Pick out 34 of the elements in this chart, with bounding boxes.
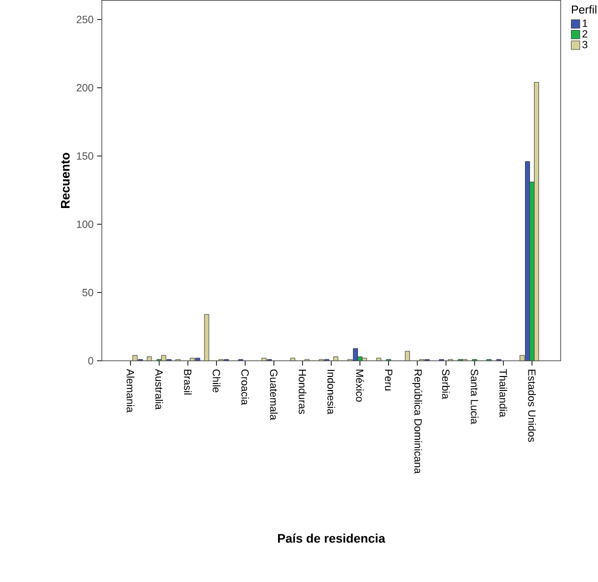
legend-label: 2 bbox=[582, 30, 588, 38]
bar bbox=[404, 351, 410, 362]
x-tick-label: República Dominicana bbox=[412, 370, 422, 474]
bar bbox=[333, 356, 338, 362]
x-tick-label: Estados Unidos bbox=[528, 370, 536, 442]
x-tick-label: México bbox=[356, 370, 364, 402]
x-tick-label: Indonesia bbox=[327, 370, 336, 414]
legend-label: 1 bbox=[582, 20, 588, 27]
y-tick-label: 150 bbox=[76, 152, 94, 160]
legend-label: 3 bbox=[582, 40, 588, 48]
y-tick-label: 200 bbox=[76, 84, 94, 92]
x-tick-label: Santa Lucia bbox=[470, 369, 478, 424]
y-axis-title: Recuento bbox=[61, 152, 70, 208]
x-tick-label: Australia bbox=[155, 368, 164, 410]
x-axis-title: País de residencia bbox=[278, 534, 386, 543]
bar bbox=[204, 314, 210, 362]
x-tick-label: Chile bbox=[212, 370, 220, 392]
x-tick-label: Serbia bbox=[442, 369, 450, 400]
x-tick-label: Honduras bbox=[298, 370, 306, 414]
bar bbox=[376, 358, 382, 362]
x-tick-label: Brasil bbox=[184, 370, 192, 394]
bar bbox=[146, 356, 152, 362]
legend-title: Perfil bbox=[572, 5, 596, 14]
x-tick-label: Alemania bbox=[126, 368, 134, 413]
bar bbox=[362, 358, 367, 362]
y-tick-label: 0 bbox=[88, 357, 94, 365]
x-tick-label: Guatemala bbox=[270, 369, 278, 420]
y-tick-label: 50 bbox=[82, 288, 94, 296]
y-tick-label: 250 bbox=[76, 16, 94, 24]
x-tick-label: Peru bbox=[384, 370, 392, 390]
y-tick-label: 100 bbox=[76, 220, 94, 228]
bar bbox=[290, 358, 296, 362]
x-tick-label: Thailandia bbox=[499, 369, 508, 418]
x-tick-label: Croacia bbox=[241, 370, 250, 406]
